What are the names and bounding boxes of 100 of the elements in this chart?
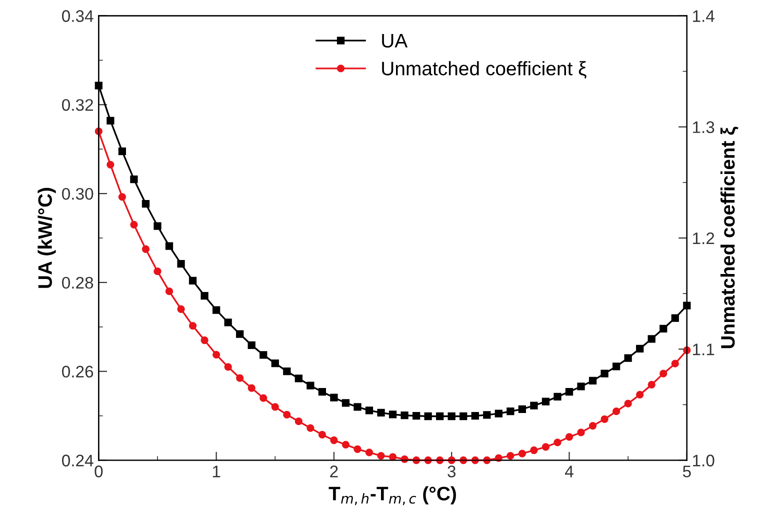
- point: [165, 288, 174, 296]
- point: [542, 398, 550, 406]
- point: [671, 314, 679, 322]
- point: [271, 403, 279, 411]
- point: [412, 412, 420, 420]
- x-tick-label: 4: [565, 466, 574, 478]
- point: [388, 453, 397, 461]
- point: [365, 406, 374, 414]
- point: [565, 433, 574, 441]
- y2-axis-title: Unmatched coefficient ξ: [720, 126, 738, 348]
- point: [577, 428, 585, 436]
- point: [248, 341, 256, 349]
- x-tick-label: 3: [448, 466, 456, 478]
- point: [660, 370, 668, 378]
- point: [448, 412, 456, 420]
- point: [330, 394, 338, 402]
- y-tick-label: 0.30: [62, 188, 94, 200]
- point: [494, 410, 502, 418]
- legend-label: Unmatched coefficient ξ: [382, 61, 586, 79]
- y-tick-label: 0.34: [62, 10, 94, 22]
- point: [577, 382, 585, 390]
- point: [471, 412, 479, 420]
- y-tick-label: 0.24: [62, 454, 94, 466]
- point: [130, 220, 138, 228]
- point: [142, 245, 150, 253]
- y-axis-title: UA (kW/°C): [38, 188, 56, 288]
- point: [260, 394, 268, 402]
- point: [94, 82, 102, 90]
- point: [554, 392, 562, 401]
- point: [130, 176, 138, 184]
- point: [118, 148, 126, 156]
- point: [588, 376, 597, 385]
- point: [260, 351, 268, 359]
- point: [671, 360, 679, 368]
- point: [154, 268, 162, 276]
- point: [636, 344, 644, 353]
- point: [106, 160, 114, 168]
- y-tick-label: 0.26: [62, 366, 94, 378]
- point: [318, 430, 326, 439]
- point: [424, 412, 432, 420]
- x-tick-label: 0: [94, 466, 103, 478]
- point: [200, 292, 208, 300]
- point: [188, 322, 197, 330]
- point: [224, 363, 232, 371]
- point: [506, 408, 514, 416]
- point: [283, 368, 291, 376]
- y2-tick-label: 1.3: [693, 121, 714, 134]
- point: [600, 370, 608, 378]
- point: [436, 412, 444, 420]
- y2-tick-label: 1.0: [693, 454, 714, 466]
- y2-tick-label: 1.2: [693, 232, 714, 244]
- point: [388, 410, 397, 418]
- point: [342, 440, 350, 449]
- point: [106, 116, 114, 124]
- point: [624, 400, 632, 408]
- point: [212, 306, 220, 314]
- x-tick-label: 5: [682, 466, 691, 478]
- point: [506, 452, 514, 460]
- point: [200, 336, 208, 344]
- point: [306, 424, 314, 432]
- point: [542, 443, 550, 451]
- point: [294, 418, 302, 426]
- point: [612, 362, 620, 370]
- point: [342, 399, 350, 407]
- point: [518, 405, 526, 413]
- point: [530, 446, 538, 454]
- point: [612, 408, 620, 416]
- point: [306, 382, 314, 390]
- y-tick-label: 0.32: [62, 99, 93, 111]
- x-tick-label: 2: [330, 466, 338, 478]
- legend-label: UA: [382, 34, 408, 48]
- point: [212, 350, 220, 359]
- point: [600, 415, 608, 423]
- y-tick-label: 0.28: [62, 276, 94, 289]
- point: [236, 330, 244, 338]
- point: [636, 390, 644, 399]
- point: [377, 452, 385, 460]
- y2-tick-label: 1.4: [693, 10, 714, 22]
- point: [177, 260, 185, 268]
- x-axis-title: T$_{m,h}$-T$_{m,c}$ (°C): [328, 486, 456, 506]
- point: [248, 384, 256, 392]
- point: [624, 354, 632, 362]
- point: [294, 374, 302, 382]
- point: [483, 411, 491, 419]
- point: [236, 374, 244, 382]
- point: [118, 193, 126, 201]
- point: [330, 436, 338, 444]
- point: [530, 402, 538, 410]
- point: [165, 242, 174, 250]
- y2-tick-label: 1.1: [693, 344, 714, 356]
- point: [354, 445, 362, 453]
- point: [565, 388, 574, 396]
- point: [648, 335, 656, 343]
- point: [188, 276, 197, 285]
- point: [554, 438, 562, 446]
- point: [518, 450, 526, 458]
- point: [460, 412, 468, 420]
- point: [400, 412, 408, 420]
- point: [377, 408, 385, 417]
- x-tick-label: 1: [212, 466, 220, 478]
